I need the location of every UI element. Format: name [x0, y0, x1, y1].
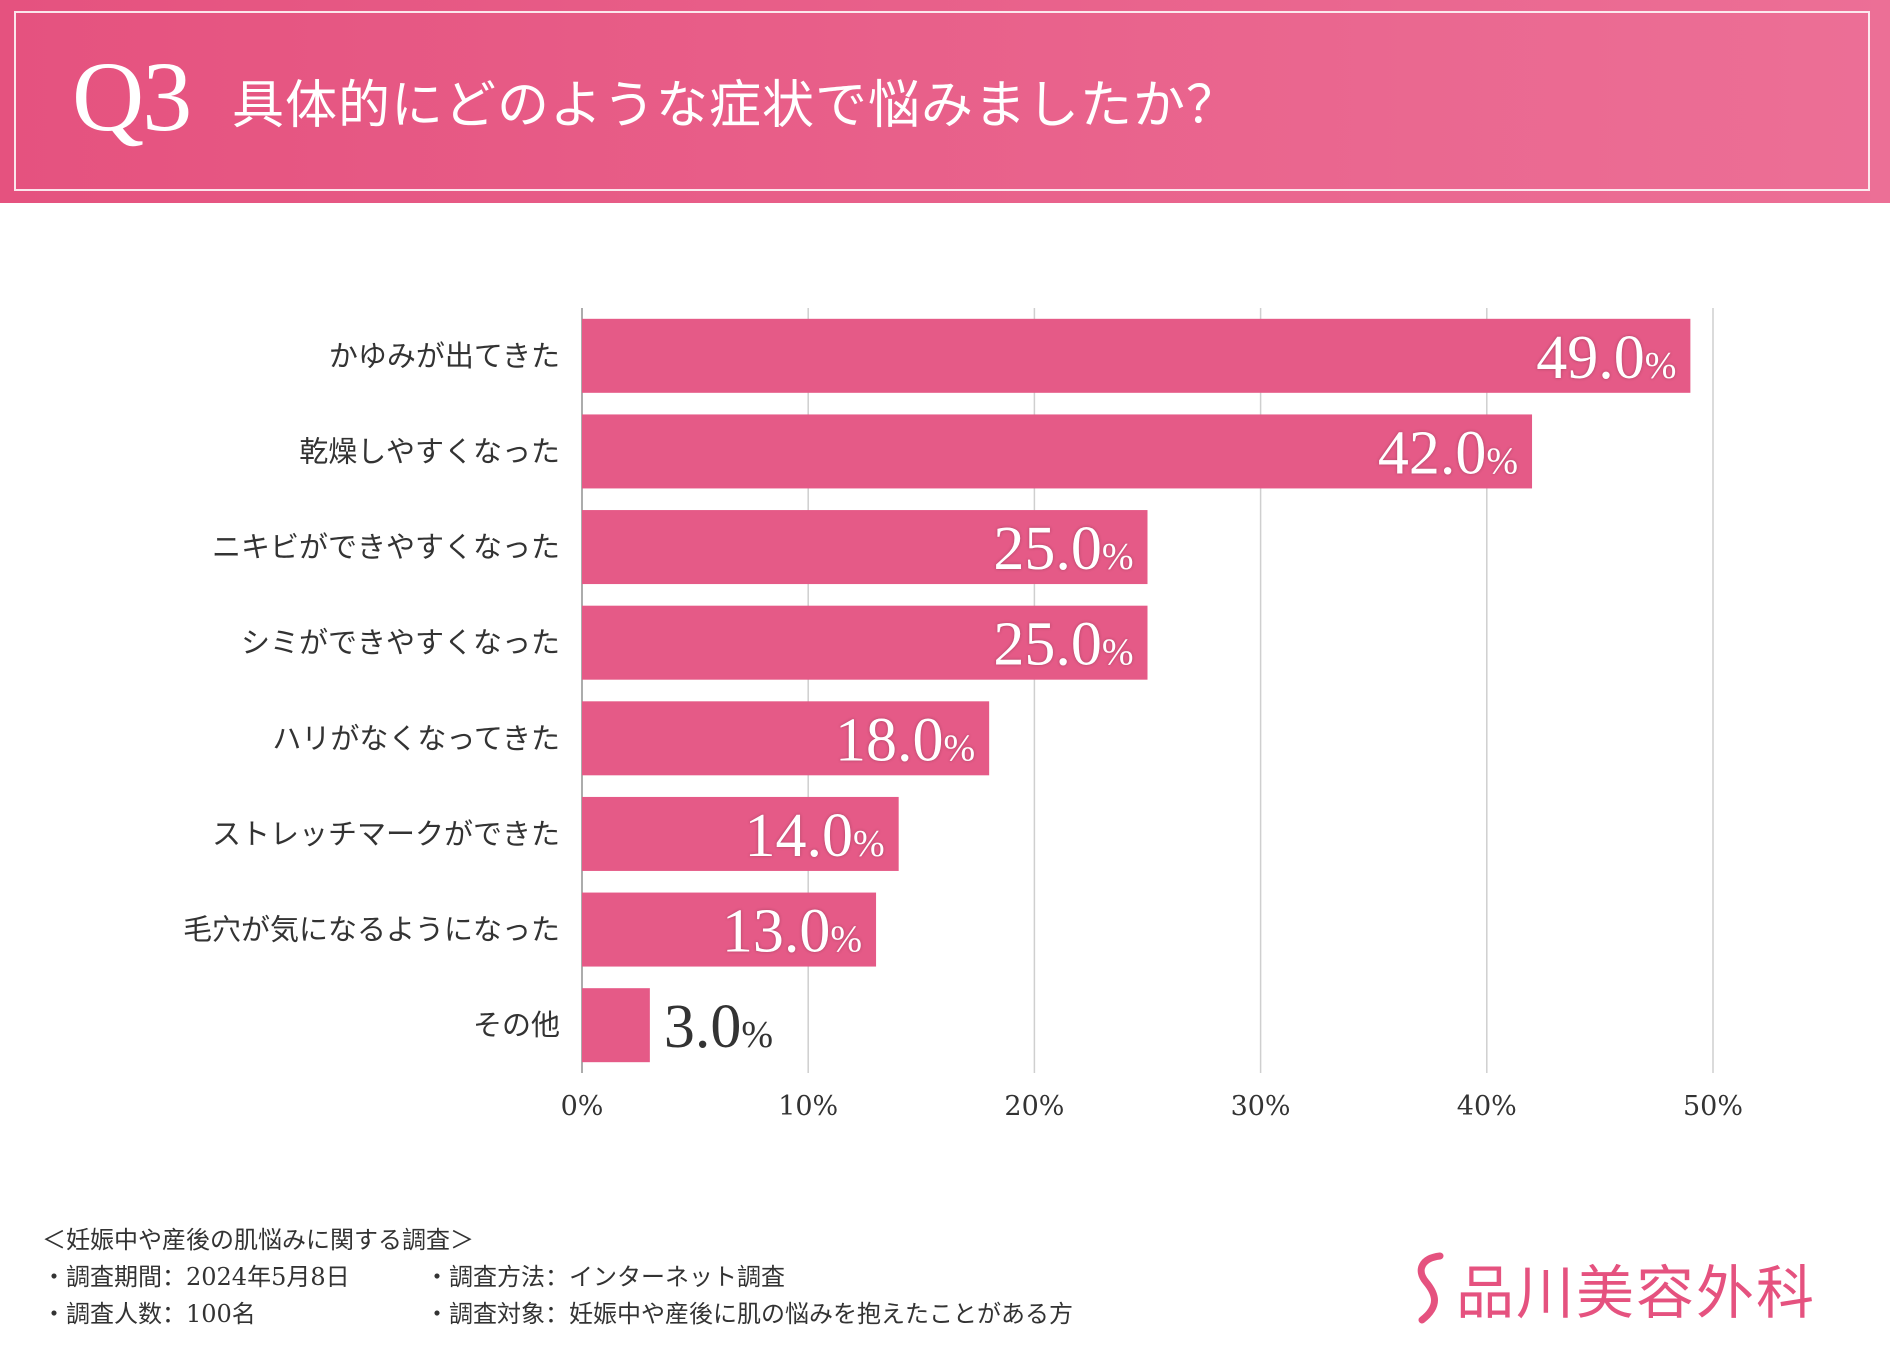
bar	[582, 605, 1148, 680]
value-label: 25.0%	[993, 515, 1133, 583]
value-label: 18.0%	[835, 706, 975, 774]
survey-method: ・調査方法：インターネット調査	[425, 1263, 785, 1291]
value-label: 49.0%	[1536, 324, 1676, 392]
category-label: 毛穴が気になるようになった	[183, 913, 560, 947]
value-label: 13.0%	[722, 898, 862, 966]
x-tick-label: 50%	[1683, 1091, 1743, 1122]
category-label: ストレッチマークができた	[212, 817, 560, 851]
value-label: 3.0%	[664, 993, 773, 1061]
survey-target: ・調査対象：妊娠中や産後に肌の悩みを抱えたことがある方	[425, 1300, 1073, 1328]
bar	[582, 988, 650, 1063]
bar-chart: 0% 10% 20% 30% 40% 50% かゆみが出てきた 49.0% 乾燥しやすくなった 4…	[183, 308, 1743, 1122]
bar	[582, 510, 1148, 585]
x-tick-label: 40%	[1457, 1091, 1517, 1122]
category-label: ハリがなくなってきた	[272, 721, 560, 755]
x-tick-label: 0%	[561, 1091, 604, 1122]
x-tick-label: 30%	[1231, 1091, 1291, 1122]
question-title: 具体的にどのような症状で悩みましたか？	[232, 76, 1240, 136]
brand-s-icon	[1417, 1252, 1444, 1324]
header-banner: Q3 具体的にどのような症状で悩みましたか？	[0, 0, 1890, 203]
category-label: 乾燥しやすくなった	[299, 434, 560, 468]
bar	[582, 701, 990, 776]
category-label: かゆみが出てきた	[329, 339, 560, 373]
value-label: 25.0%	[993, 611, 1133, 679]
question-number: Q3	[72, 41, 192, 152]
x-tick-label: 20%	[1004, 1091, 1064, 1122]
category-label: ニキビができやすくなった	[212, 530, 560, 564]
survey-period: ・調査期間：2024年5月8日	[42, 1263, 350, 1291]
category-label: その他	[473, 1008, 560, 1042]
bar	[582, 318, 1691, 393]
bar	[582, 414, 1533, 489]
bar	[582, 796, 899, 871]
brand-logo: 品川美容外科	[1410, 1248, 1816, 1328]
value-label: 42.0%	[1378, 419, 1518, 487]
brand-name: 品川美容外科	[1456, 1259, 1817, 1327]
header-frame	[14, 11, 1870, 191]
value-label: 14.0%	[745, 802, 885, 870]
survey-respondents: ・調査人数：100名	[42, 1300, 256, 1328]
survey-title: ＜妊娠中や産後の肌悩みに関する調査＞	[42, 1226, 474, 1254]
category-label: シミができやすくなった	[241, 626, 560, 660]
x-tick-label: 10%	[778, 1091, 838, 1122]
bar	[582, 892, 877, 967]
